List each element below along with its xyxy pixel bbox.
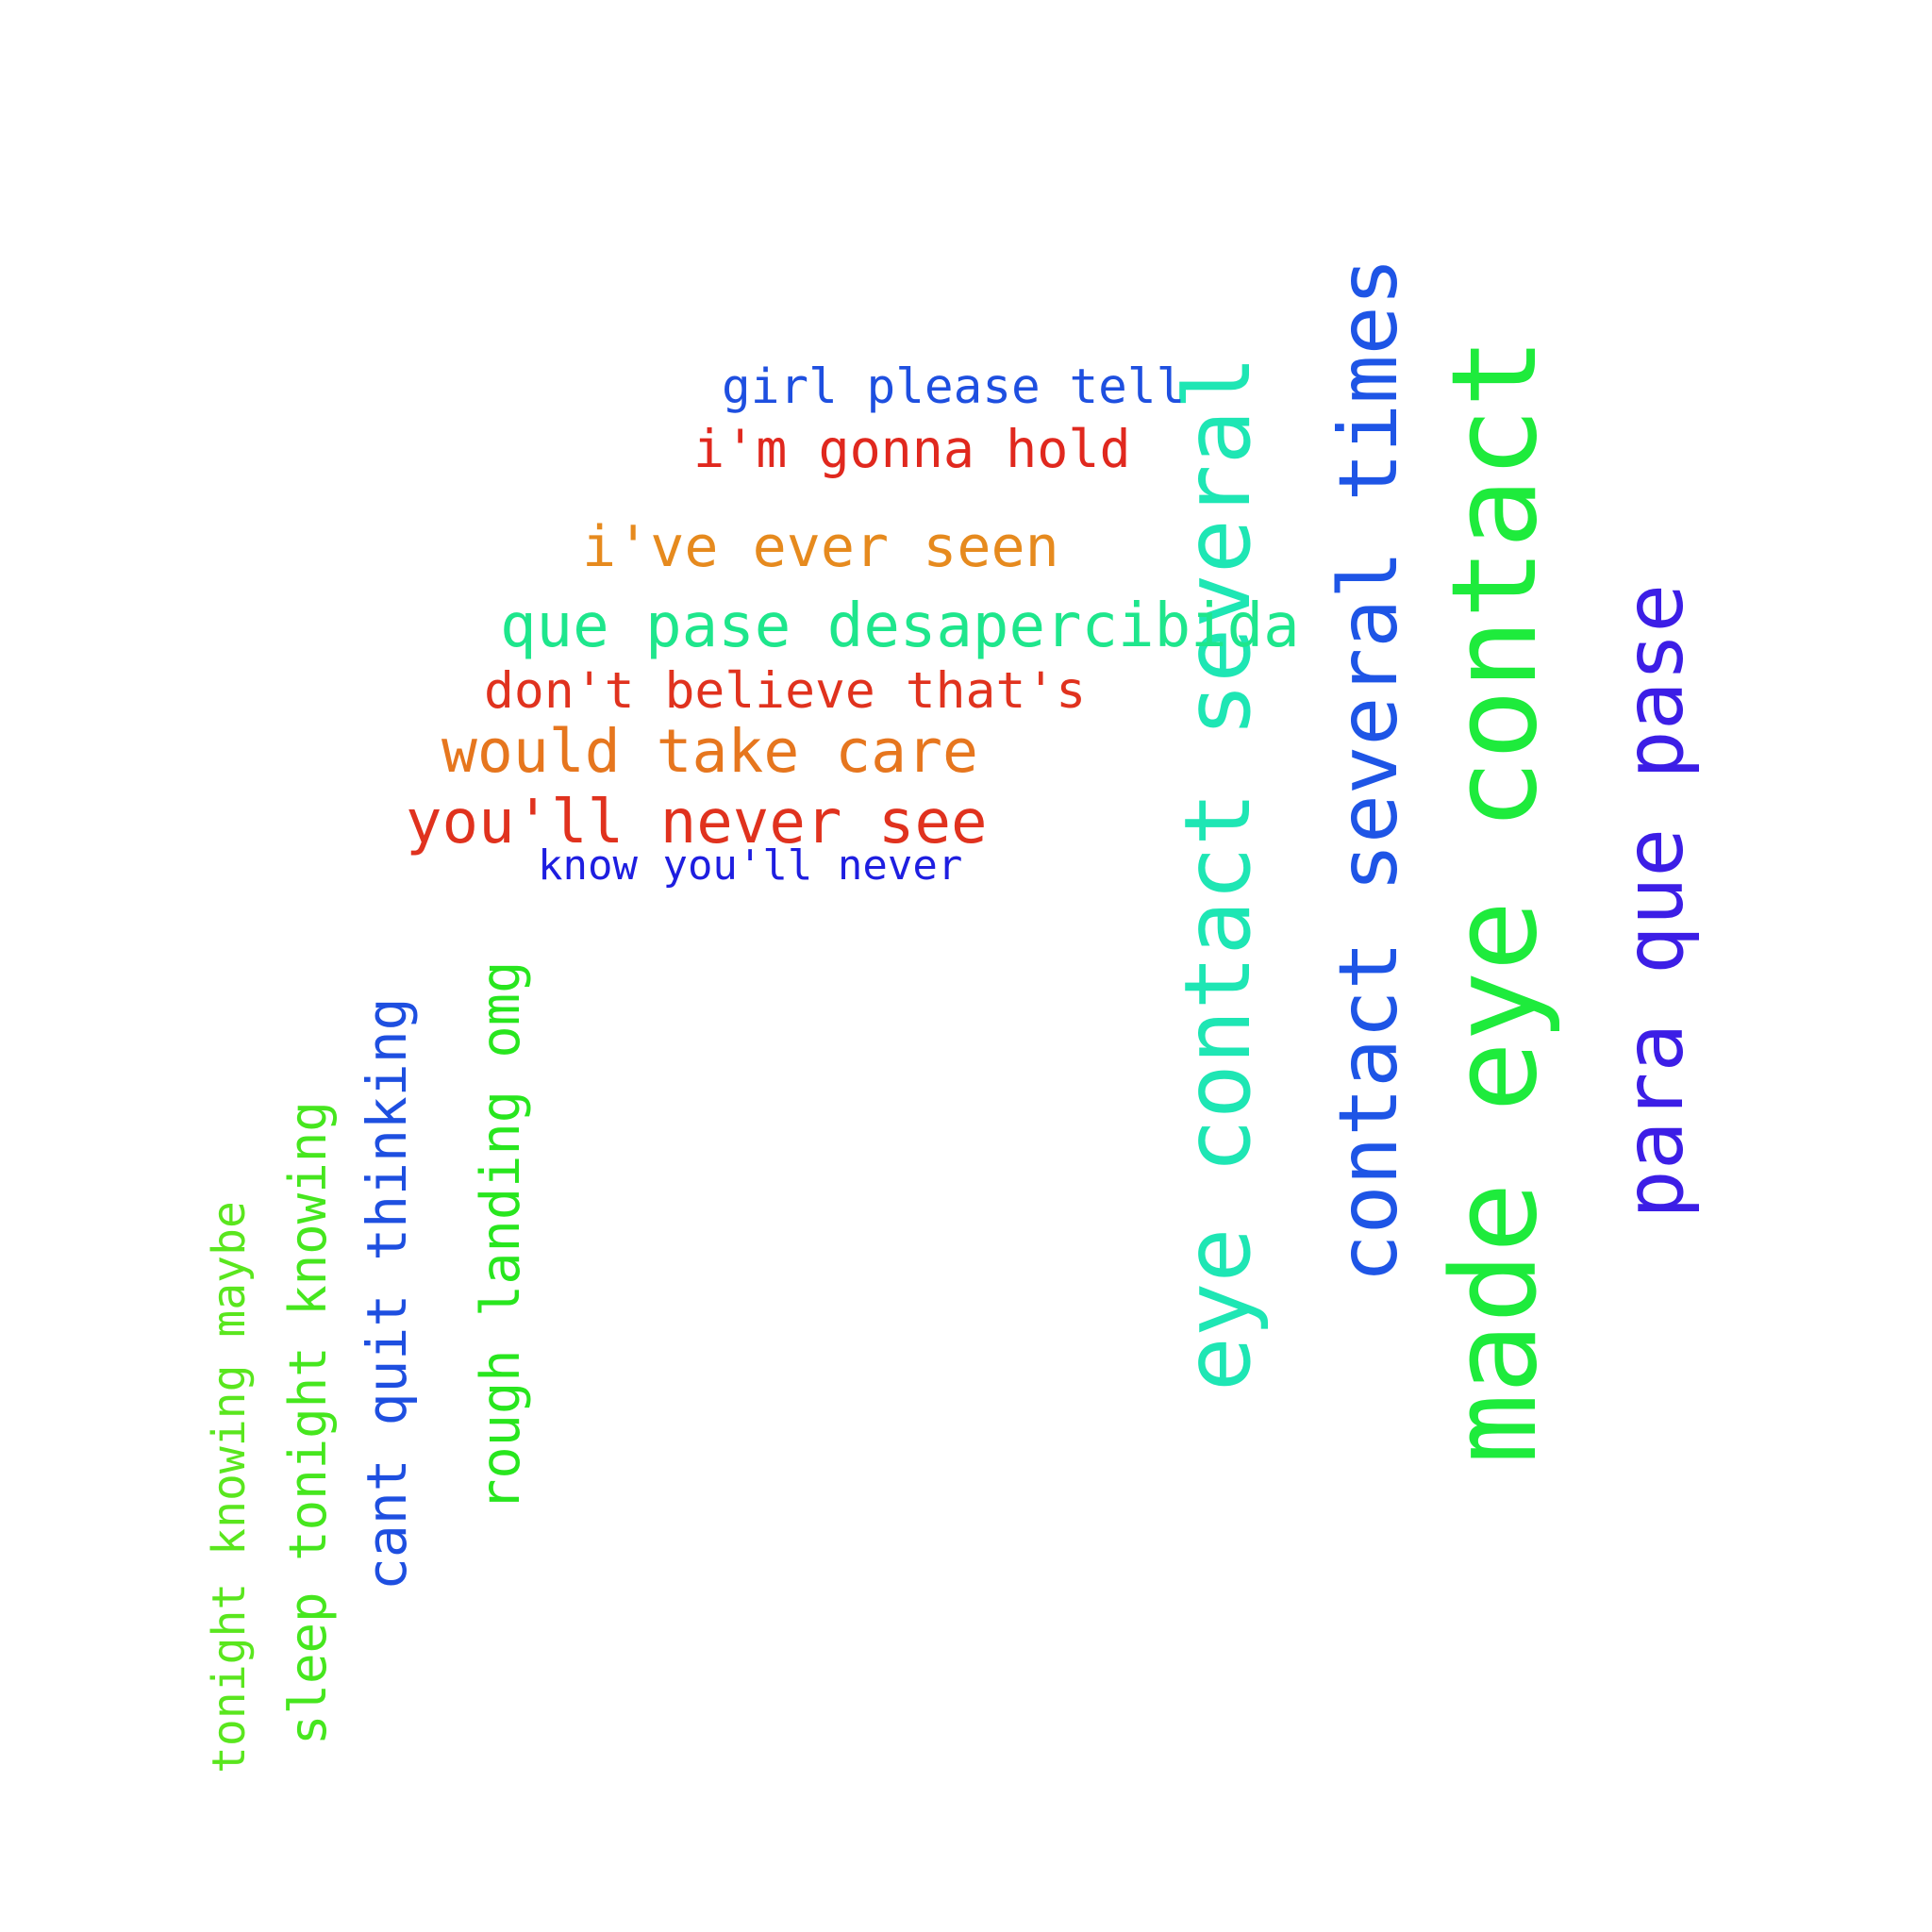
word-sleep-tonight-knowing: sleep tonight knowing bbox=[278, 1101, 338, 1745]
word-dont-believe-thats: don't believe that's bbox=[484, 662, 1086, 720]
word-que-pase-desapercibida: que pase desapercibida bbox=[500, 591, 1300, 661]
word-know-youll-never: know you'll never bbox=[538, 841, 962, 890]
word-girl-please-tell: girl please tell bbox=[722, 359, 1185, 415]
word-contact-several-times: contact several times bbox=[1322, 258, 1416, 1283]
word-tonight-knowing-maybe: tonight knowing maybe bbox=[203, 1201, 256, 1774]
word-ive-ever-seen: i've ever seen bbox=[582, 514, 1059, 580]
word-eye-contact-several: eye contact several bbox=[1165, 356, 1271, 1391]
word-youll-never-see: you'll never see bbox=[406, 788, 988, 858]
word-im-gonna-hold: i'm gonna hold bbox=[693, 419, 1131, 479]
word-rough-landing-omg: rough landing omg bbox=[470, 961, 532, 1511]
word-made-eye-contact: made eye contact bbox=[1427, 338, 1563, 1464]
word-cant-quit-thinking: cant quit thinking bbox=[355, 997, 419, 1591]
word-para-que-pase: para que pase bbox=[1607, 584, 1702, 1219]
word-would-take-care: would take care bbox=[441, 717, 978, 786]
